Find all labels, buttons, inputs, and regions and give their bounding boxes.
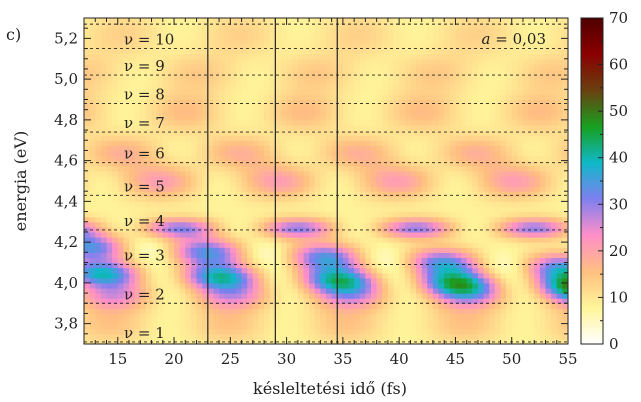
x-axis-label: késleltetési idő (fs) (253, 379, 407, 398)
level-label: ν = 3 (124, 247, 165, 265)
level-label: ν = 10 (124, 31, 174, 49)
heatmap-area (84, 18, 568, 344)
x-tick-label: 50 (502, 350, 521, 368)
y-tick-label: 5,0 (54, 70, 78, 88)
x-tick-label: 30 (277, 350, 296, 368)
level-label: ν = 9 (124, 57, 165, 75)
level-labels: ν = 1 ν = 2 ν = 3 ν = 4 ν = 5 ν = 6 ν = 7 ν = 8… (124, 31, 174, 342)
x-tick-label: 20 (164, 350, 183, 368)
vertical-lines (207, 18, 338, 344)
level-label: ν = 1 (124, 324, 165, 342)
colorbar-tick-label: 40 (609, 149, 628, 167)
colorbar-tick-label: 50 (609, 102, 628, 120)
colorbar-tick-label: 60 (609, 56, 628, 74)
x-tick-label: 35 (333, 350, 352, 368)
colorbar-tick-label: 30 (609, 195, 628, 213)
y-tick-label: 4,8 (54, 111, 78, 129)
y-axis-label: energia (eV) (11, 131, 30, 231)
level-label: ν = 4 (124, 212, 165, 230)
y-axis: 3,8 4,0 4,2 4,4 4,6 4,8 5,0 5,2 (54, 17, 568, 345)
y-tick-label: 3,8 (54, 315, 78, 333)
x-tick-label: 45 (446, 350, 465, 368)
colorbar-tick-label: 70 (609, 9, 628, 27)
parameter-annotation: a = 0,03 (482, 30, 546, 48)
level-label: ν = 2 (124, 285, 165, 303)
y-tick-label: 4,4 (54, 192, 78, 210)
level-label: ν = 6 (124, 145, 165, 163)
y-tick-label: 4,2 (54, 233, 78, 251)
colorbar-tick-label: 0 (609, 335, 619, 353)
y-tick-label: 4,6 (54, 152, 78, 170)
energy-levels (84, 23, 568, 343)
colorbar (580, 17, 604, 345)
x-tick-label: 40 (390, 350, 409, 368)
panel-label: c) (6, 25, 21, 44)
parameter-value: = 0,03 (490, 30, 546, 48)
level-label: ν = 8 (124, 86, 165, 104)
x-tick-label: 15 (108, 350, 127, 368)
colorbar-tick-label: 20 (609, 242, 628, 260)
x-axis: 15 20 25 30 35 40 45 50 55 (83, 18, 578, 368)
y-tick-label: 4,0 (54, 274, 78, 292)
x-tick-label: 25 (221, 350, 240, 368)
level-label: ν = 5 (124, 177, 165, 195)
level-label: ν = 7 (124, 114, 165, 132)
colorbar-tick-label: 10 (609, 288, 628, 306)
colorbar-ticks: 0 10 20 30 40 50 60 70 (598, 9, 628, 353)
x-tick-label: 55 (558, 350, 577, 368)
y-tick-label: 5,2 (54, 29, 78, 47)
parameter-name: a (482, 30, 491, 48)
